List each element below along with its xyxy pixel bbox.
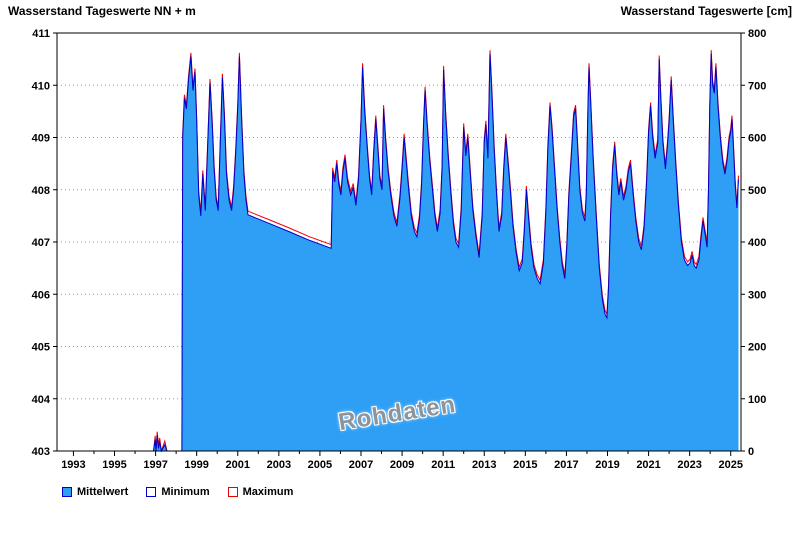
svg-text:2005: 2005 [308,459,332,471]
svg-text:409: 409 [32,133,50,145]
svg-text:2021: 2021 [636,459,660,471]
legend-item-minimum: Minimum [146,486,210,498]
minimum-swatch-icon [146,487,157,497]
svg-text:800: 800 [748,28,766,40]
maximum-swatch-icon [227,487,238,497]
svg-text:2009: 2009 [390,459,414,471]
svg-text:406: 406 [32,289,50,301]
svg-text:405: 405 [32,342,50,354]
legend-label: Mittelwert [77,486,129,498]
svg-text:2023: 2023 [677,459,701,471]
svg-text:2007: 2007 [349,459,373,471]
right-axis-title: Wasserstand Tageswerte [cm] [620,4,792,18]
svg-text:300: 300 [748,289,766,301]
svg-text:2017: 2017 [554,459,578,471]
legend-label: Maximum [242,486,294,498]
svg-text:1999: 1999 [184,459,208,471]
svg-text:0: 0 [748,446,754,458]
svg-text:403: 403 [32,446,50,458]
svg-text:400: 400 [748,237,766,249]
svg-text:600: 600 [748,133,766,145]
svg-text:2015: 2015 [513,459,537,471]
legend-label: Minimum [161,486,210,498]
svg-text:407: 407 [32,237,50,249]
svg-text:2003: 2003 [267,459,291,471]
svg-text:1995: 1995 [102,459,126,471]
svg-text:411: 411 [32,28,50,40]
svg-text:2013: 2013 [472,459,496,471]
mittelwert-swatch-icon [62,487,72,497]
svg-text:200: 200 [748,342,766,354]
left-axis-title: Wasserstand Tageswerte NN + m [8,4,196,18]
svg-text:408: 408 [32,185,50,197]
svg-text:2001: 2001 [226,459,250,471]
svg-text:500: 500 [748,185,766,197]
svg-text:100: 100 [748,394,766,406]
svg-text:700: 700 [748,80,766,92]
svg-text:1993: 1993 [61,459,85,471]
legend-item-maximum: Maximum [227,486,294,498]
svg-text:404: 404 [32,394,51,406]
svg-text:2019: 2019 [595,459,619,471]
legend-item-mittelwert: Mittelwert [62,486,128,498]
water-level-area-chart: 403 404 405 406 407 408 409 410 411 0 100 200 300 400… [32,28,767,471]
svg-text:2025: 2025 [718,459,742,471]
svg-text:2011: 2011 [431,459,455,471]
svg-text:410: 410 [32,80,50,92]
legend: Mittelwert Minimum Maximum [62,486,293,498]
svg-text:1997: 1997 [143,459,167,471]
